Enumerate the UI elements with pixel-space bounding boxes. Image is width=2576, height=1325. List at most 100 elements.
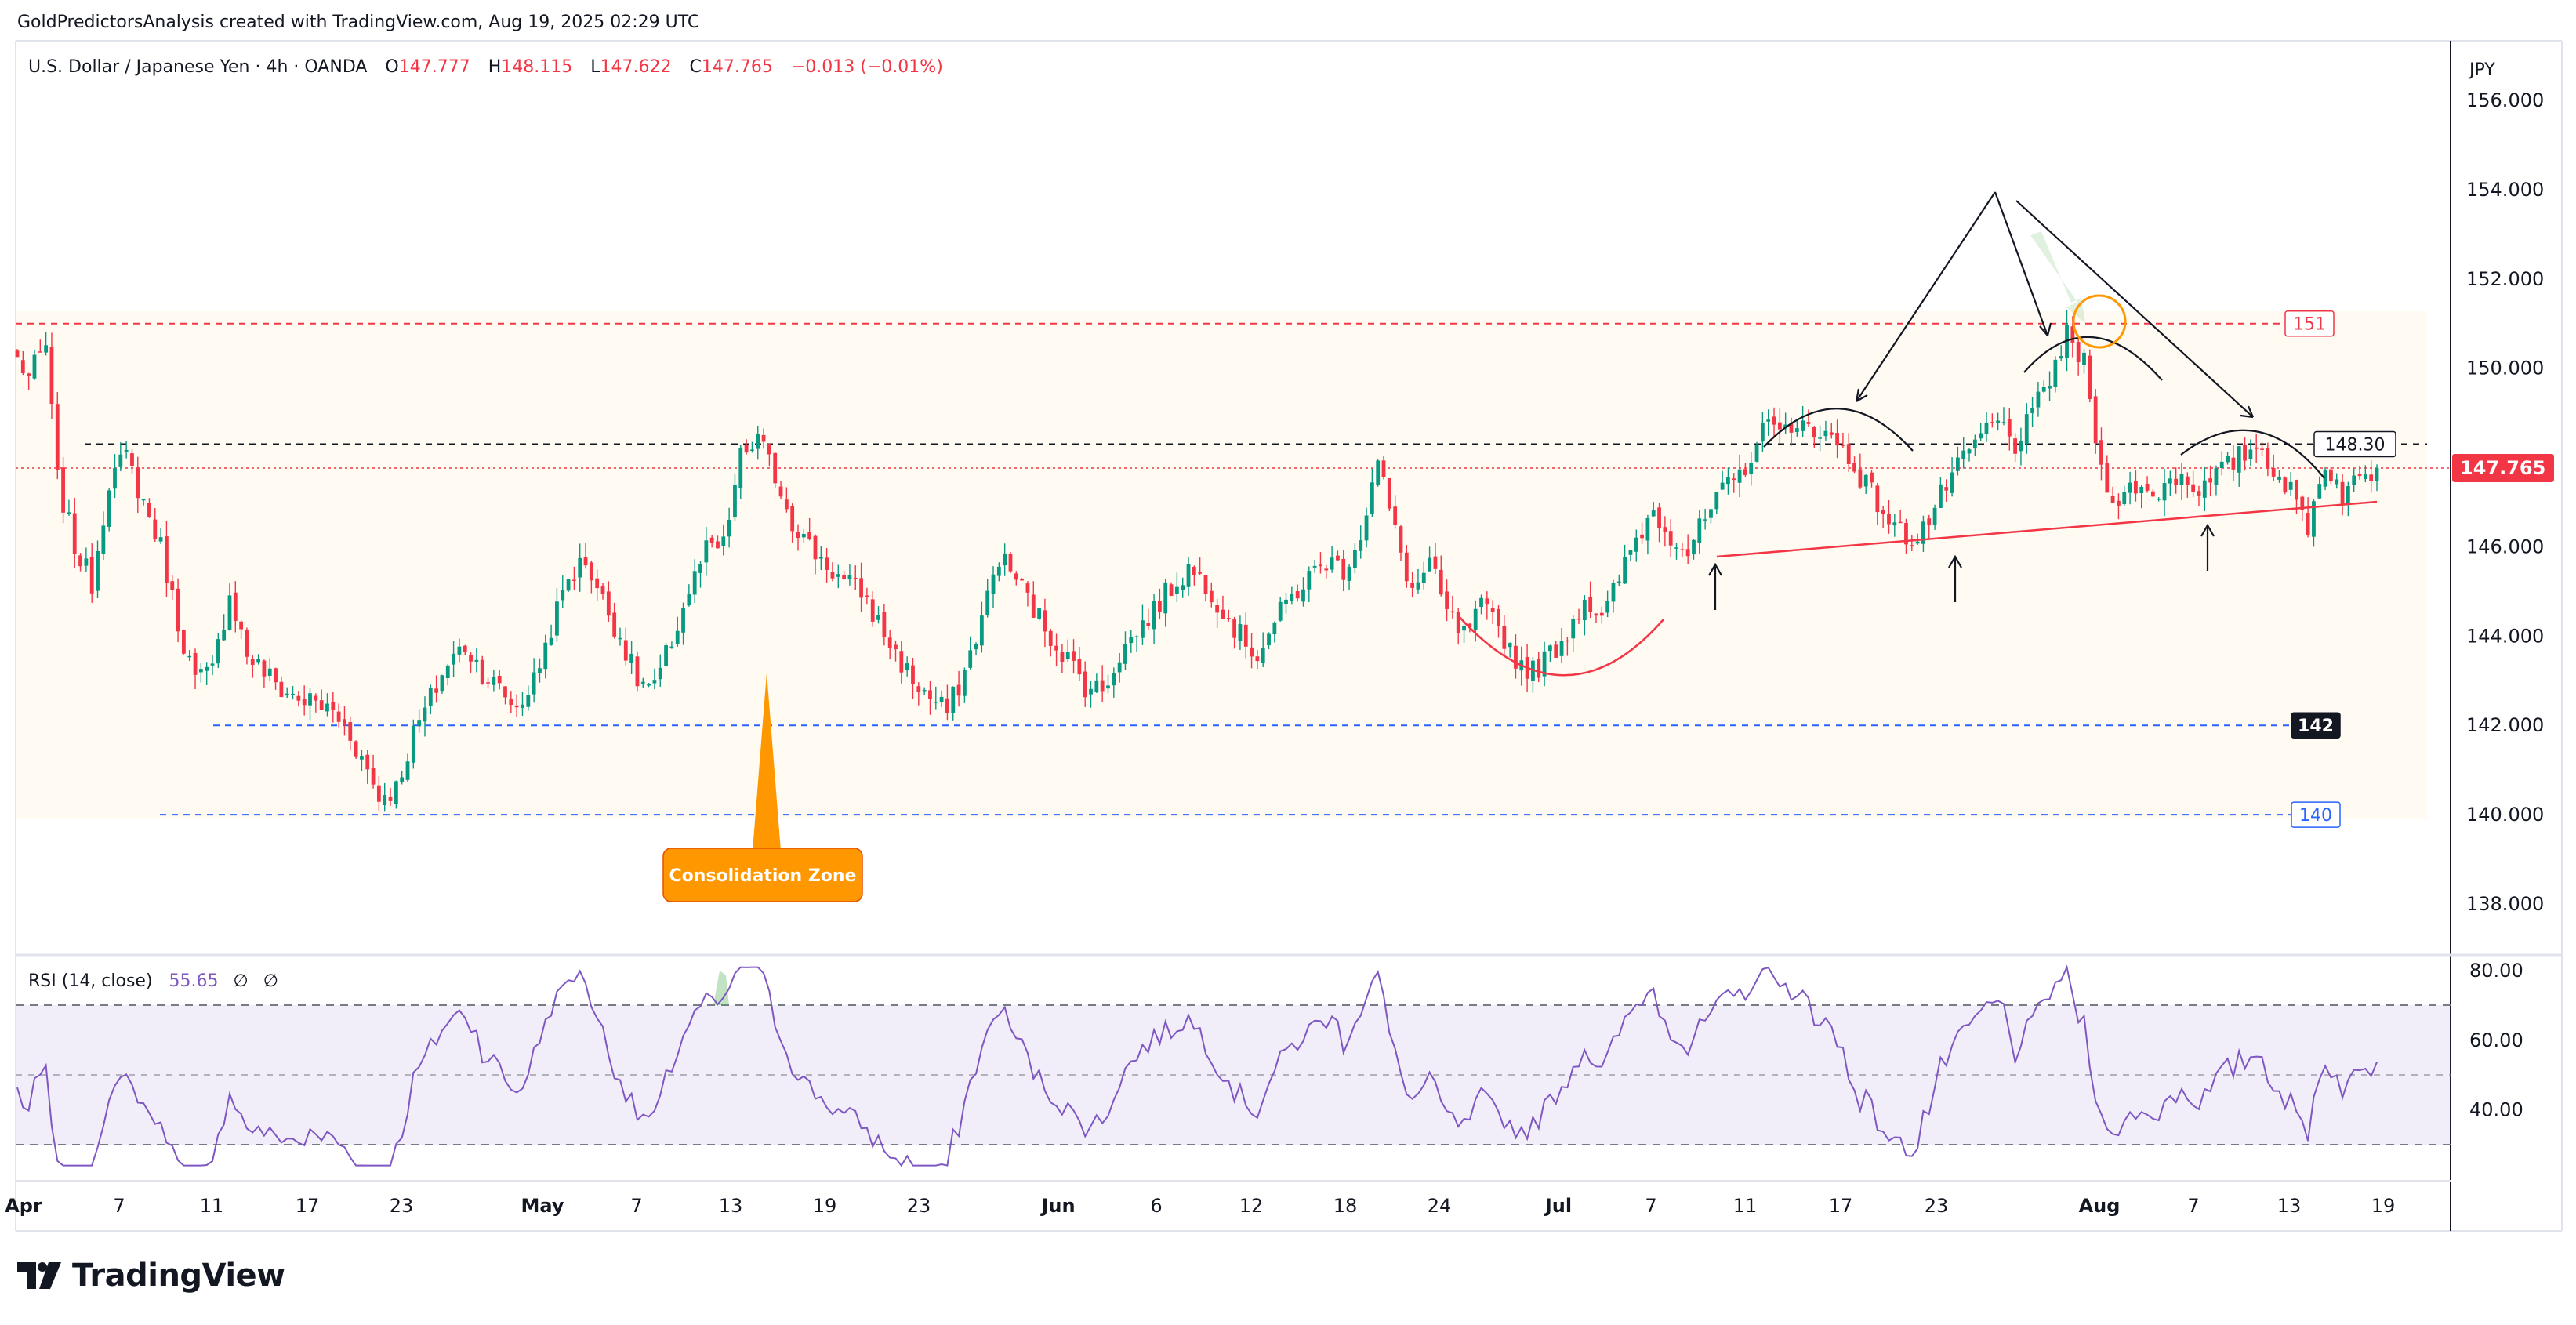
candle	[325, 693, 329, 717]
consolidation-zone-callout[interactable]: Consolidation Zone	[662, 673, 863, 902]
candle	[388, 787, 393, 806]
price-axis[interactable]: 156.000 154.000 152.000 150.000 146.000 144.0…	[2452, 89, 2554, 915]
candle	[538, 658, 542, 683]
candle	[1996, 412, 2001, 431]
candle	[1703, 508, 1707, 530]
candle	[2317, 476, 2322, 499]
candle	[394, 780, 398, 809]
candle	[2145, 476, 2150, 493]
candle	[1972, 434, 1977, 456]
candle	[1927, 514, 1932, 540]
candle	[1319, 552, 1322, 574]
candle	[756, 425, 760, 460]
candle	[205, 662, 209, 685]
candle	[2346, 481, 2350, 517]
candle	[807, 517, 812, 541]
candle	[336, 703, 341, 728]
candle	[1749, 452, 1754, 486]
candle	[991, 566, 996, 609]
candle	[89, 543, 94, 603]
price-tick-label: 140.000	[2466, 804, 2544, 826]
candle	[1307, 566, 1312, 602]
candle	[899, 641, 904, 684]
candle	[2260, 442, 2264, 456]
candlestick-series	[15, 310, 2379, 812]
candle	[1404, 545, 1409, 588]
candle	[1789, 417, 1794, 446]
candle	[738, 445, 743, 499]
candle	[1020, 578, 1025, 581]
candle	[2288, 472, 2293, 496]
candle	[1243, 612, 1248, 659]
candle	[2088, 349, 2092, 403]
candle	[84, 547, 89, 572]
candle	[1760, 412, 1765, 452]
symbol-legend: U.S. Dollar / Japanese Yen · 4h · OANDA …	[28, 57, 943, 77]
candle	[440, 674, 444, 694]
candle	[727, 507, 731, 548]
head-arc	[2023, 336, 2163, 381]
support-arrow-icon	[1708, 562, 1722, 610]
svg-text:RSI (14, close) 55.65: RSI (14, close) 55.65 ∅ ∅	[28, 971, 278, 991]
candle	[107, 488, 111, 532]
candle	[1514, 634, 1518, 679]
candle	[681, 602, 685, 645]
candle	[1479, 594, 1483, 615]
rsi-tick-label: 40.00	[2469, 1099, 2523, 1121]
candle	[1990, 413, 1994, 428]
candle	[905, 656, 909, 677]
candle	[1186, 557, 1191, 596]
candle	[2134, 470, 2138, 502]
chart-credit: GoldPredictorsAnalysis created with Trad…	[17, 13, 700, 32]
candle	[2283, 476, 2288, 495]
rsi-axis[interactable]: 80.00 60.00 40.00	[2469, 960, 2523, 1121]
candle	[210, 655, 215, 676]
candle	[61, 456, 65, 524]
currency-label[interactable]: JPY	[2468, 60, 2495, 80]
candle	[629, 641, 634, 674]
candle	[1106, 674, 1110, 694]
candle	[1359, 525, 1363, 559]
candle	[801, 528, 806, 543]
candle	[2030, 397, 2034, 427]
candle	[1812, 426, 1816, 448]
consolidation-zone-box[interactable]	[16, 311, 2427, 819]
candle	[778, 481, 783, 499]
candle	[2243, 437, 2247, 471]
candle	[1255, 649, 1260, 670]
candle	[1870, 470, 1874, 488]
time-tick-label: Aug	[2079, 1195, 2121, 1217]
candle	[1410, 571, 1415, 597]
time-tick-label: 24	[1428, 1195, 1452, 1217]
candle	[486, 677, 490, 689]
last-price-label: 147.765	[2460, 457, 2545, 479]
candle	[2191, 470, 2196, 498]
candle	[1502, 615, 1507, 655]
candle	[2117, 493, 2121, 520]
price-tick-label: 146.000	[2466, 535, 2544, 557]
time-tick-label: 19	[2371, 1195, 2396, 1217]
candle	[136, 456, 140, 514]
candle	[216, 633, 220, 668]
rsi-overbought-fill	[713, 971, 729, 1005]
time-tick-label: 23	[1925, 1195, 1949, 1217]
candle	[853, 565, 858, 590]
candle	[865, 587, 869, 605]
time-tick-label: 17	[1829, 1195, 1853, 1217]
candle	[55, 392, 60, 480]
candle	[1347, 564, 1351, 590]
candle	[1232, 616, 1237, 649]
candle	[1094, 673, 1099, 694]
candle	[1456, 608, 1460, 645]
time-tick-label: 11	[200, 1195, 224, 1217]
time-tick-label: 7	[1645, 1195, 1656, 1217]
candle	[1399, 525, 1403, 561]
candle	[1645, 514, 1650, 555]
tradingview-logo[interactable]: TradingView	[17, 1258, 285, 1294]
candle	[67, 499, 71, 516]
candle	[2059, 345, 2063, 361]
candle	[1823, 420, 1828, 441]
change-value: −0.013 (−0.01%)	[791, 57, 943, 77]
time-axis[interactable]: Apr 7 11 17 23 May 7 13 19 23 Jun 6 12 18 24 Jul 7 11 17 23…	[5, 1195, 2395, 1217]
